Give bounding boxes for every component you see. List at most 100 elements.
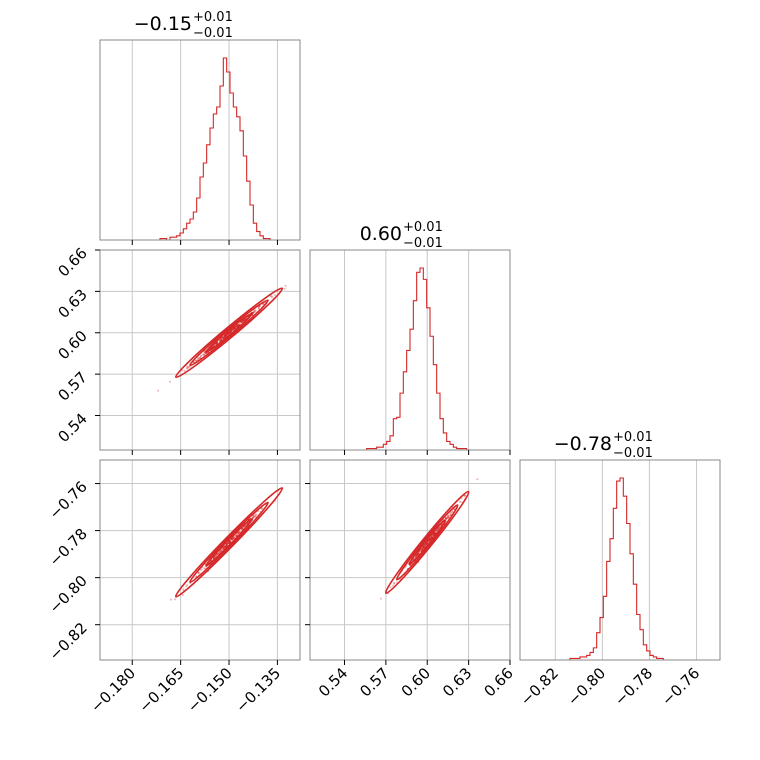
scatter-point bbox=[447, 516, 450, 519]
contour-0 bbox=[174, 287, 284, 379]
scatter-point bbox=[270, 295, 273, 298]
scatter-point bbox=[197, 572, 200, 575]
scatter-point bbox=[432, 533, 435, 536]
scatter-point bbox=[253, 514, 256, 517]
scatter-point bbox=[283, 287, 286, 290]
scatter-point bbox=[447, 516, 450, 519]
scatter-point bbox=[453, 508, 456, 511]
contour-0 bbox=[174, 487, 284, 598]
scatter-point bbox=[262, 303, 264, 306]
scatter-point bbox=[273, 294, 276, 296]
title-sup: +0.01 bbox=[403, 220, 443, 235]
scatter-point bbox=[198, 571, 201, 574]
panel-frame bbox=[309, 249, 511, 451]
scatter-point bbox=[197, 571, 200, 574]
contour-1 bbox=[189, 501, 269, 584]
scatter-point bbox=[233, 536, 236, 539]
x-tick-label: −0.76 bbox=[658, 664, 703, 709]
scatter-point bbox=[241, 527, 244, 530]
scatter-point bbox=[216, 553, 219, 556]
scatter-point bbox=[185, 365, 188, 368]
panel-title-2: −0.78 +0.01−0.01 bbox=[554, 430, 653, 461]
scatter-point bbox=[434, 530, 437, 533]
scatter-panel-1-2 bbox=[305, 459, 511, 665]
scatter-point bbox=[200, 568, 203, 571]
scatter-point bbox=[257, 307, 260, 310]
title-sup: +0.01 bbox=[193, 10, 233, 25]
contour-2 bbox=[205, 517, 253, 567]
scatter-point bbox=[260, 508, 263, 510]
scatter-point bbox=[253, 310, 256, 313]
title-main: −0.15 bbox=[134, 13, 192, 35]
scatter-point bbox=[447, 514, 450, 517]
scatter-point bbox=[446, 515, 449, 518]
scatter-point bbox=[157, 389, 159, 392]
y-tick-label: 0.57 bbox=[54, 368, 90, 404]
scatter-point bbox=[214, 342, 217, 345]
scatter-point bbox=[226, 332, 229, 335]
scatter-point bbox=[195, 575, 198, 578]
x-tick-label: −0.78 bbox=[611, 664, 656, 709]
scatter-point bbox=[253, 515, 256, 518]
y-tick-label: −0.76 bbox=[46, 478, 91, 523]
scatter-point bbox=[181, 369, 184, 372]
scatter-point bbox=[257, 307, 260, 310]
scatter-point bbox=[218, 339, 221, 342]
scatter-point bbox=[417, 552, 420, 554]
scatter-point bbox=[261, 507, 264, 510]
x-tick-label: −0.150 bbox=[184, 664, 236, 716]
labels-layer: −0.15 +0.01−0.010.60 +0.01−0.01−0.78 +0.01−… bbox=[46, 10, 704, 716]
scatter-point bbox=[446, 516, 449, 519]
scatter-point bbox=[460, 501, 463, 504]
x-tick-label: −0.82 bbox=[517, 664, 562, 709]
x-tick-label: 0.57 bbox=[356, 664, 392, 700]
scatter-point bbox=[427, 539, 430, 542]
panel-frame bbox=[309, 459, 511, 661]
scatter-point bbox=[227, 540, 230, 543]
scatter-point bbox=[380, 597, 382, 600]
scatter-point bbox=[205, 352, 208, 355]
y-tick-label: 0.60 bbox=[54, 327, 90, 363]
scatter-point bbox=[193, 361, 195, 364]
scatter-point bbox=[174, 598, 176, 601]
scatter-point bbox=[183, 369, 186, 372]
x-tick-label: 0.54 bbox=[315, 664, 351, 700]
scatter-point bbox=[186, 584, 189, 587]
scatter-point bbox=[199, 356, 202, 359]
scatter-point bbox=[202, 353, 205, 356]
panel-title-1: 0.60 +0.01−0.01 bbox=[360, 220, 443, 251]
scatter-points bbox=[380, 478, 479, 600]
scatter-point bbox=[254, 309, 257, 311]
title-sup: +0.01 bbox=[613, 430, 653, 445]
histogram-1 bbox=[310, 267, 510, 451]
scatter-point bbox=[447, 514, 450, 517]
scatter-point bbox=[203, 567, 206, 570]
panel-title-0: −0.15 +0.01−0.01 bbox=[134, 10, 233, 41]
x-tick-label: −0.180 bbox=[87, 664, 139, 716]
scatter-point bbox=[203, 353, 206, 356]
title-main: −0.78 bbox=[554, 433, 612, 455]
scatter-point bbox=[420, 548, 423, 551]
contour-0 bbox=[384, 490, 470, 595]
y-tick-label: −0.78 bbox=[46, 525, 91, 570]
contour-2 bbox=[205, 312, 253, 353]
scatter-point bbox=[169, 598, 172, 601]
scatter-point bbox=[199, 355, 202, 357]
hist-panel-0 bbox=[99, 39, 301, 245]
scatter-point bbox=[389, 586, 392, 589]
scatter-point bbox=[189, 365, 192, 368]
scatter-point bbox=[169, 380, 171, 383]
scatter-point bbox=[284, 284, 287, 287]
scatter-point bbox=[182, 588, 185, 591]
scatter-point bbox=[392, 584, 394, 587]
scatter-point bbox=[186, 367, 189, 370]
y-tick-label: −0.80 bbox=[46, 572, 91, 617]
scatter-point bbox=[451, 511, 454, 514]
scatter-point bbox=[449, 512, 452, 515]
scatter-point bbox=[463, 494, 466, 497]
contour-1 bbox=[189, 299, 269, 367]
scatter-point bbox=[428, 538, 431, 541]
scatter-point bbox=[224, 545, 227, 548]
y-tick-label: 0.66 bbox=[54, 244, 90, 280]
